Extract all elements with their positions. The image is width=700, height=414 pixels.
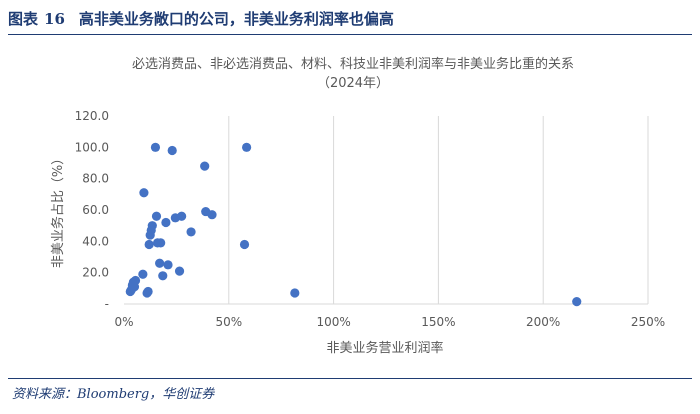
x-axis-label: 非美业务营业利润率	[326, 340, 443, 356]
x-tick-label: 0%	[114, 315, 133, 329]
x-tick-label: 100%	[316, 315, 350, 329]
data-point	[143, 286, 153, 297]
figure-header: 图表 16 高非美业务敞口的公司，非美业务利润率也偏高	[8, 6, 692, 32]
data-point	[207, 210, 217, 220]
data-point	[138, 269, 148, 279]
footer-rule	[8, 378, 692, 379]
y-axis-ticks: - 20.0 40.0 60.0 80.0 100.0 120.0	[75, 109, 109, 311]
y-tick-label: 60.0	[82, 203, 109, 217]
data-point	[139, 188, 149, 198]
y-tick-label: 20.0	[82, 266, 109, 280]
x-tick-label: 50%	[215, 315, 242, 329]
chart-subtitle: （2024年）	[317, 76, 389, 91]
x-tick-label: 200%	[526, 315, 560, 329]
data-point	[155, 258, 165, 268]
y-tick-label: -	[105, 297, 109, 311]
data-point	[177, 211, 187, 221]
figure-number: 16	[44, 10, 65, 28]
data-point	[163, 260, 173, 270]
data-point	[158, 271, 168, 281]
data-point	[174, 266, 185, 276]
source-note: 资料来源：Bloomberg，华创证券	[12, 387, 215, 402]
data-point	[150, 142, 161, 152]
y-tick-label: 80.0	[82, 172, 109, 186]
figure-label: 图表	[8, 10, 39, 28]
y-tick-label: 40.0	[82, 234, 109, 248]
x-tick-label: 150%	[421, 315, 455, 329]
y-tick-label: 120.0	[75, 109, 109, 123]
x-axis-ticks: 0% 50% 100% 150% 200% 250%	[114, 315, 665, 329]
data-point	[156, 238, 166, 248]
data-point	[290, 288, 300, 298]
chart-title: 必选消费品、非必选消费品、材料、科技业非美利润率与非美业务比重的关系	[132, 56, 574, 72]
header-rule	[8, 34, 692, 35]
data-point	[242, 142, 252, 152]
data-point	[151, 211, 162, 221]
data-point	[186, 227, 196, 237]
y-tick-label: 100.0	[75, 140, 109, 154]
data-point	[239, 239, 250, 250]
data-point	[144, 239, 154, 250]
y-axis-label: 非美业务占比（%）	[50, 152, 66, 268]
data-point	[147, 221, 157, 231]
data-point	[167, 145, 177, 156]
data-point	[572, 297, 582, 307]
data-point	[161, 217, 171, 228]
x-tick-label: 250%	[631, 315, 665, 329]
data-point	[200, 161, 210, 171]
data-points	[125, 142, 582, 307]
gridlines	[228, 116, 649, 304]
figure-title: 高非美业务敞口的公司，非美业务利润率也偏高	[78, 10, 394, 28]
data-point	[130, 275, 141, 286]
